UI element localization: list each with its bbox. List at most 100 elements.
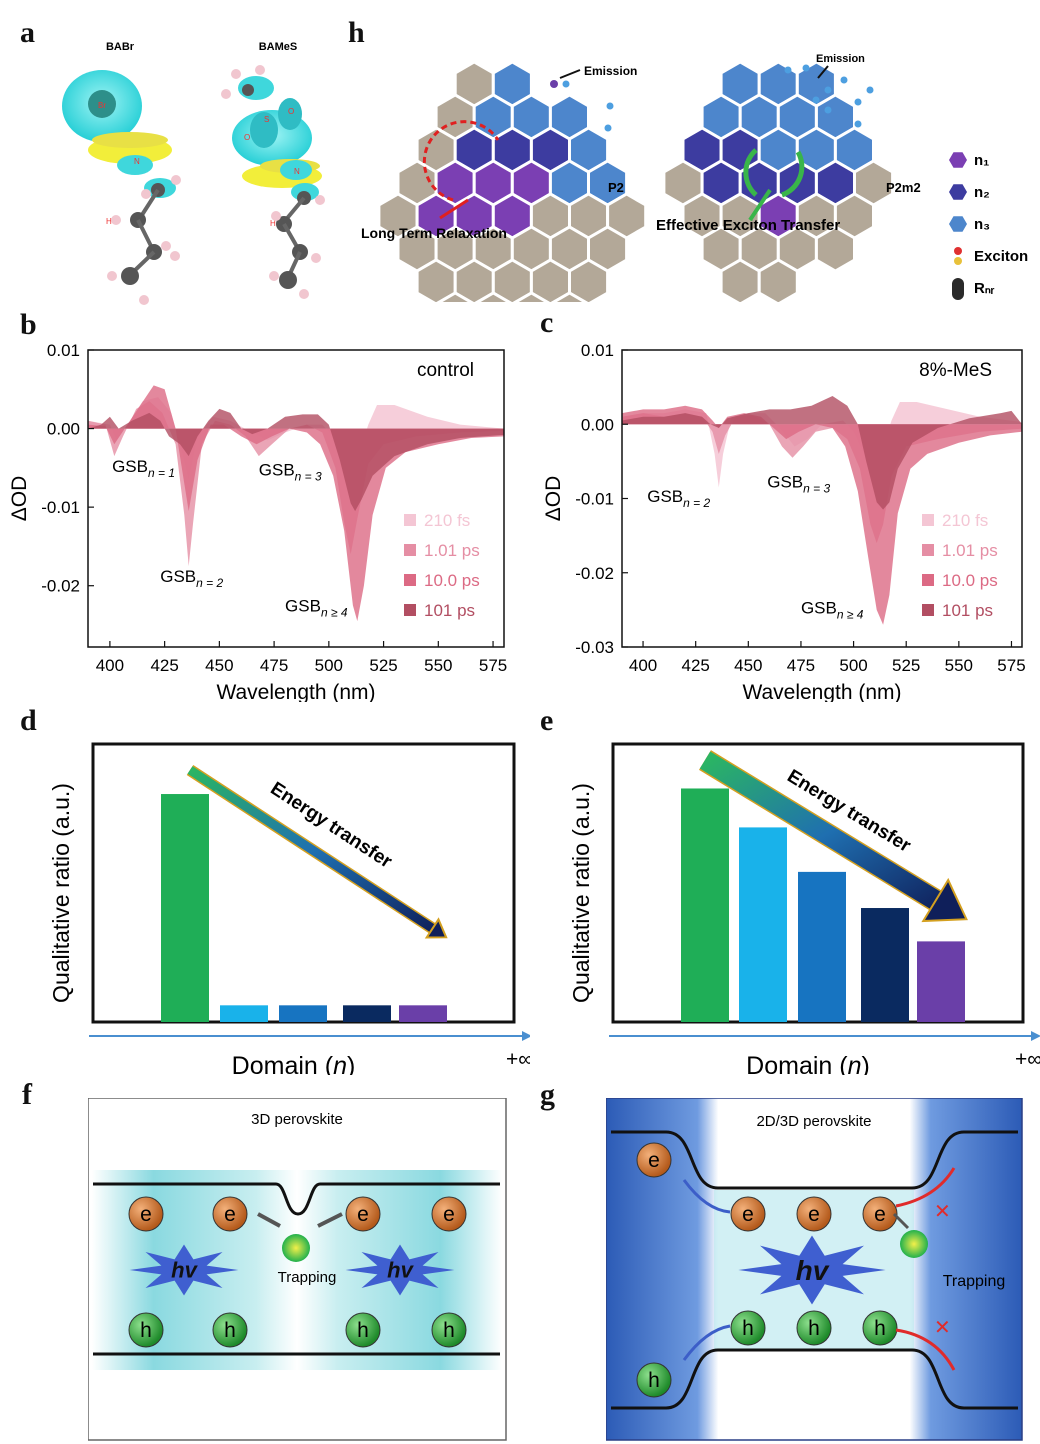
- chart-annotation: control: [417, 360, 474, 381]
- legend-swatch: [922, 514, 934, 526]
- bar-domain-2: [739, 827, 787, 1022]
- x-tick-label: 475: [787, 656, 815, 675]
- series-area-3: [622, 396, 1022, 510]
- x-axis-label: Domain (n): [232, 1052, 356, 1075]
- panel-c-chart: 400 425 450 475 500 525 550 575 0.01 0.00 -0.01 -0.…: [542, 341, 1026, 702]
- x-tick-label: 525: [892, 656, 920, 675]
- legend-swatch: [404, 544, 416, 556]
- photon-burst: [738, 1235, 886, 1305]
- bar-domain-1: [161, 794, 209, 1022]
- panel-label-h: h: [348, 16, 365, 49]
- hole: h: [212, 1312, 248, 1348]
- peak-label: GSBn = 3: [767, 472, 830, 495]
- panel-h-schematic: Emission Emission P2 P2m2 Long Term Rela…: [361, 53, 1028, 302]
- blocked-mark-top: ✕: [934, 1201, 951, 1223]
- electron: e: [431, 1196, 467, 1232]
- legend-entry: n₂: [974, 184, 990, 201]
- svg-text:h: h: [224, 1319, 236, 1342]
- panel-f-title: 3D perovskite: [251, 1111, 343, 1128]
- legend-entry: 101 ps: [424, 601, 475, 620]
- svg-text:e: e: [874, 1203, 886, 1226]
- panel-g-2d3d-perovskite: 2D/3D perovskite e h e e e h h h hv ✕ ✕ Trapping: [606, 1098, 1023, 1441]
- bar-domain-3: [279, 1005, 327, 1022]
- x-tick-label: 450: [734, 656, 762, 675]
- hole: h: [128, 1312, 164, 1348]
- svg-text:e: e: [140, 1203, 152, 1226]
- y-tick-label: -0.01: [575, 490, 614, 509]
- svg-text:h: h: [140, 1319, 152, 1342]
- panel-label-c: c: [540, 306, 554, 339]
- x-tick-label: 575: [479, 656, 507, 675]
- y-axis-label: ΔOD: [8, 476, 31, 522]
- hole: h: [796, 1310, 832, 1346]
- bar-domain-4: [343, 1005, 391, 1022]
- electron: e: [730, 1196, 766, 1232]
- legend-swatch: [404, 574, 416, 586]
- x-tick-label: 400: [629, 656, 657, 675]
- n-atom-label-1: N: [134, 157, 140, 166]
- x-tick-label: 425: [150, 656, 178, 675]
- s-atom-label: S: [264, 115, 269, 124]
- mol2-title: BAMeS: [259, 41, 298, 53]
- photon-burst: [129, 1244, 239, 1296]
- phase-label-p2: P2: [608, 180, 624, 195]
- series-area-0: [622, 402, 1022, 488]
- peak-label: GSBn ≥ 4: [285, 597, 348, 620]
- panel-label-g: g: [540, 1078, 555, 1111]
- svg-text:h: h: [742, 1317, 754, 1340]
- panel-label-f: f: [22, 1078, 32, 1111]
- chart-annotation: 8%-MeS: [919, 360, 992, 381]
- o-atom-label-1: O: [244, 133, 250, 142]
- legend-entry: 10.0 ps: [424, 571, 480, 590]
- photon-burst: [345, 1244, 455, 1296]
- x-axis-label: Wavelength (nm): [742, 681, 901, 702]
- h-atom-label-2: H: [270, 219, 276, 228]
- bar-domain-5: [917, 941, 965, 1022]
- x-tick-label: 575: [997, 656, 1025, 675]
- x-tick-label: 475: [260, 656, 288, 675]
- peak-label: GSBn ≥ 4: [801, 599, 864, 622]
- legend-entry: 101 ps: [942, 601, 993, 620]
- legend-entry: 1.01 ps: [942, 541, 998, 560]
- svg-text:e: e: [224, 1203, 236, 1226]
- legend-swatch: [949, 216, 967, 232]
- y-tick-label: 0.00: [581, 415, 614, 434]
- hole: h: [862, 1310, 898, 1346]
- blocked-mark-bottom: ✕: [934, 1317, 951, 1339]
- panel-g-trapping-label: Trapping: [943, 1273, 1006, 1290]
- photon-label: hv: [387, 1258, 414, 1283]
- electron: e: [636, 1142, 672, 1178]
- photon-label: hv: [796, 1255, 830, 1286]
- legend-entry: n₁: [974, 152, 989, 169]
- y-axis-label: Qualitative ratio (a.u.): [48, 783, 74, 1003]
- bar-domain-5: [399, 1005, 447, 1022]
- h-atom-label-1: H: [106, 217, 112, 226]
- hole: h: [345, 1312, 381, 1348]
- bar-domain-1: [681, 788, 729, 1022]
- hole: h: [730, 1310, 766, 1346]
- legend-entry: 1.01 ps: [424, 541, 480, 560]
- peak-label: GSBn = 3: [259, 461, 322, 484]
- svg-text:h: h: [357, 1319, 369, 1342]
- phase-label-p2m2: P2m2: [886, 180, 921, 195]
- plot-frame: [87, 349, 505, 648]
- peak-label: GSBn = 2: [647, 487, 710, 510]
- svg-text:e: e: [443, 1203, 455, 1226]
- hole: h: [636, 1362, 672, 1398]
- electron: e: [862, 1196, 898, 1232]
- svg-text:h: h: [443, 1319, 455, 1342]
- svg-text:h: h: [808, 1317, 820, 1340]
- legend-swatch: [404, 604, 416, 616]
- legend-swatch: [404, 514, 416, 526]
- emission-label-left: Emission: [584, 64, 637, 78]
- legend-entry: n₃: [974, 216, 990, 233]
- legend-swatch: [952, 278, 964, 300]
- legend-entry: Rₙᵣ: [974, 280, 995, 297]
- x-tick-label: 500: [315, 656, 343, 675]
- x-tick-label: 400: [96, 656, 124, 675]
- x-tick-label: 525: [369, 656, 397, 675]
- series-area-3: [88, 408, 504, 512]
- y-tick-label: 0.00: [47, 420, 80, 439]
- x-axis-label: Wavelength (nm): [216, 681, 375, 702]
- mol1-title: BABr: [106, 41, 135, 53]
